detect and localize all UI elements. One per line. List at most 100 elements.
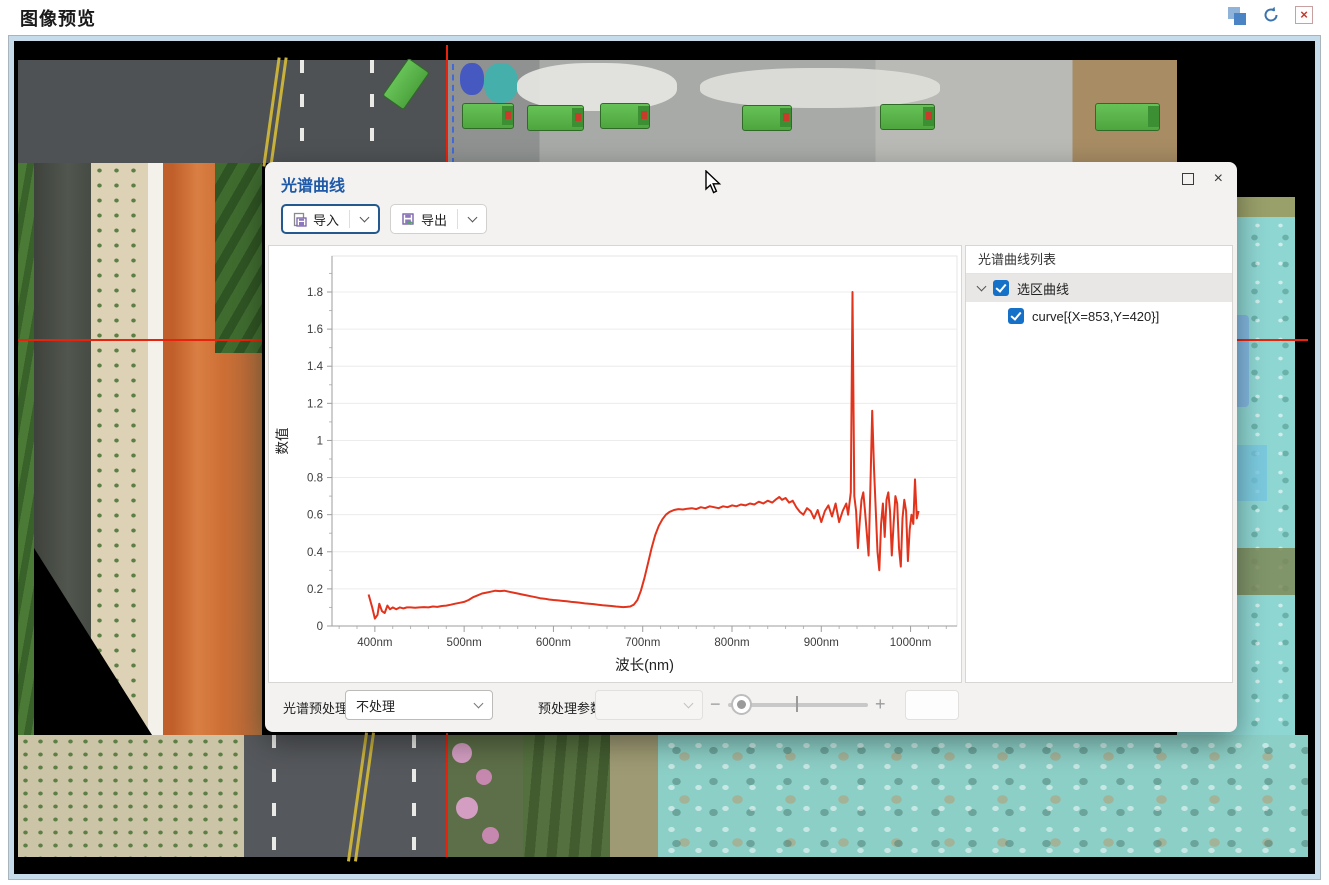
crosshair-vertical-top [446,45,448,164]
layers-icon[interactable] [1227,5,1247,25]
asphalt-road [244,732,446,862]
slider-minus[interactable]: − [710,694,721,714]
preprocess-select-value: 不处理 [356,698,396,714]
truck [600,103,650,129]
svg-text:1.6: 1.6 [307,324,323,336]
layers-front-square [1234,13,1246,25]
reset-icon[interactable] [1261,5,1281,25]
white-mound [517,63,677,111]
svg-text:1000nm: 1000nm [890,637,932,649]
truck [382,57,430,111]
chevron-down-icon [473,698,484,709]
import-dropdown-arrow[interactable] [350,206,378,232]
svg-text:0: 0 [317,621,323,633]
teal-tarp [484,63,518,103]
truck [880,104,935,130]
curve-list-header: 光谱曲线列表 [966,246,1232,274]
median-greenery [446,735,523,857]
vegetation-strip [18,163,34,735]
road-lane-dashes [370,60,374,163]
svg-text:数值: 数值 [275,428,290,455]
teal-treated-ground [658,735,1308,857]
params-label: 预处理参数 [538,701,604,716]
tan-band [610,735,658,857]
bottom-road-strip [18,732,1308,862]
tree-group-row[interactable]: 选区曲线 [966,274,1232,302]
close-dialog-icon[interactable]: × [1213,170,1223,187]
curve-label: curve[{X=853,Y=420}] [1032,308,1160,324]
export-icon [402,212,414,225]
svg-text:波长(nm): 波长(nm) [615,657,674,674]
blossom-tree [476,769,492,785]
svg-text:1: 1 [317,435,323,447]
truck [527,105,584,131]
road-lane-dashes [272,735,276,857]
svg-text:0.8: 0.8 [307,473,323,485]
import-button[interactable]: 导入 [283,206,349,232]
export-split-button: 导出 [390,204,488,234]
tree-band [215,163,262,353]
white-path [148,163,163,735]
svg-text:0.4: 0.4 [307,547,324,559]
top-road-strip [18,57,1177,167]
svg-text:1.8: 1.8 [307,287,323,299]
blossom-tree [452,743,472,763]
svg-text:0.2: 0.2 [307,584,323,596]
import-split-button: 导入 [281,204,381,234]
svg-text:1.4: 1.4 [307,361,324,373]
spectral-chart[interactable]: 0 0.2 0.4 0.6 0.8 1 1.2 1.4 1.6 1.8 400nm 500nm 600n… [269,246,961,682]
preprocess-label: 光谱预处理 [283,701,349,716]
export-button-label: 导出 [421,212,448,228]
svg-text:400nm: 400nm [357,637,392,649]
preprocess-select[interactable]: 不处理 [345,690,493,720]
curve-checkbox[interactable] [1008,308,1024,324]
group-label: 选区曲线 [1017,281,1070,297]
white-mound [700,68,940,108]
spectral-chart-card: 0 0.2 0.4 0.6 0.8 1 1.2 1.4 1.6 1.8 400nm 500nm 600n… [268,245,962,683]
import-icon [293,212,307,227]
app-header: 图像预览 × [0,0,1329,33]
road-lane-dashes [300,60,304,163]
canal-bank [91,163,148,735]
blossom-tree [482,827,499,844]
svg-text:600nm: 600nm [536,637,571,649]
slider-handle[interactable] [731,694,752,715]
chevron-down-icon [467,212,477,222]
import-button-label: 导入 [313,212,340,228]
slider-track[interactable] [728,703,868,707]
crosshair-horizontal-left [18,339,262,341]
group-checkbox[interactable] [993,280,1009,296]
maximize-icon[interactable] [1181,173,1194,185]
road-lane-dashes [412,735,416,857]
export-dropdown-arrow[interactable] [458,205,486,233]
export-button[interactable]: 导出 [391,205,457,233]
curve-list-panel: 光谱曲线列表 选区曲线 curve[{X=853,Y=420}] [965,245,1233,683]
blue-tarp [460,63,484,95]
dialog-title: 光谱曲线 [281,178,346,195]
shrub-band [523,735,610,857]
tree-item-row[interactable]: curve[{X=853,Y=420}] [966,302,1232,330]
preprocess-bar: 光谱预处理 不处理 预处理参数 − + [265,690,1237,732]
window-title: 图像预览 [20,9,96,29]
close-window-icon[interactable]: × [1295,6,1313,24]
param-select [595,690,703,720]
slider-center-tick [796,696,798,712]
blue-guide-line [452,64,454,164]
svg-text:0.6: 0.6 [307,510,323,522]
slider-plus[interactable]: + [875,694,886,714]
svg-text:700nm: 700nm [625,637,660,649]
param-input [905,690,959,720]
truck [742,105,792,131]
expander-icon[interactable] [976,281,987,292]
svg-text:500nm: 500nm [447,637,482,649]
mouse-cursor [705,170,722,194]
crosshair-horizontal-right [1237,339,1308,341]
speckled-ground [18,735,244,857]
svg-text:1.2: 1.2 [307,398,323,410]
spectral-curve-dialog: 光谱曲线 × 导入 [265,162,1237,732]
dialog-toolbar: 导入 导出 [281,204,488,234]
svg-text:900nm: 900nm [804,637,839,649]
truck [462,103,514,129]
truck [1095,103,1160,131]
blossom-tree [456,797,478,819]
